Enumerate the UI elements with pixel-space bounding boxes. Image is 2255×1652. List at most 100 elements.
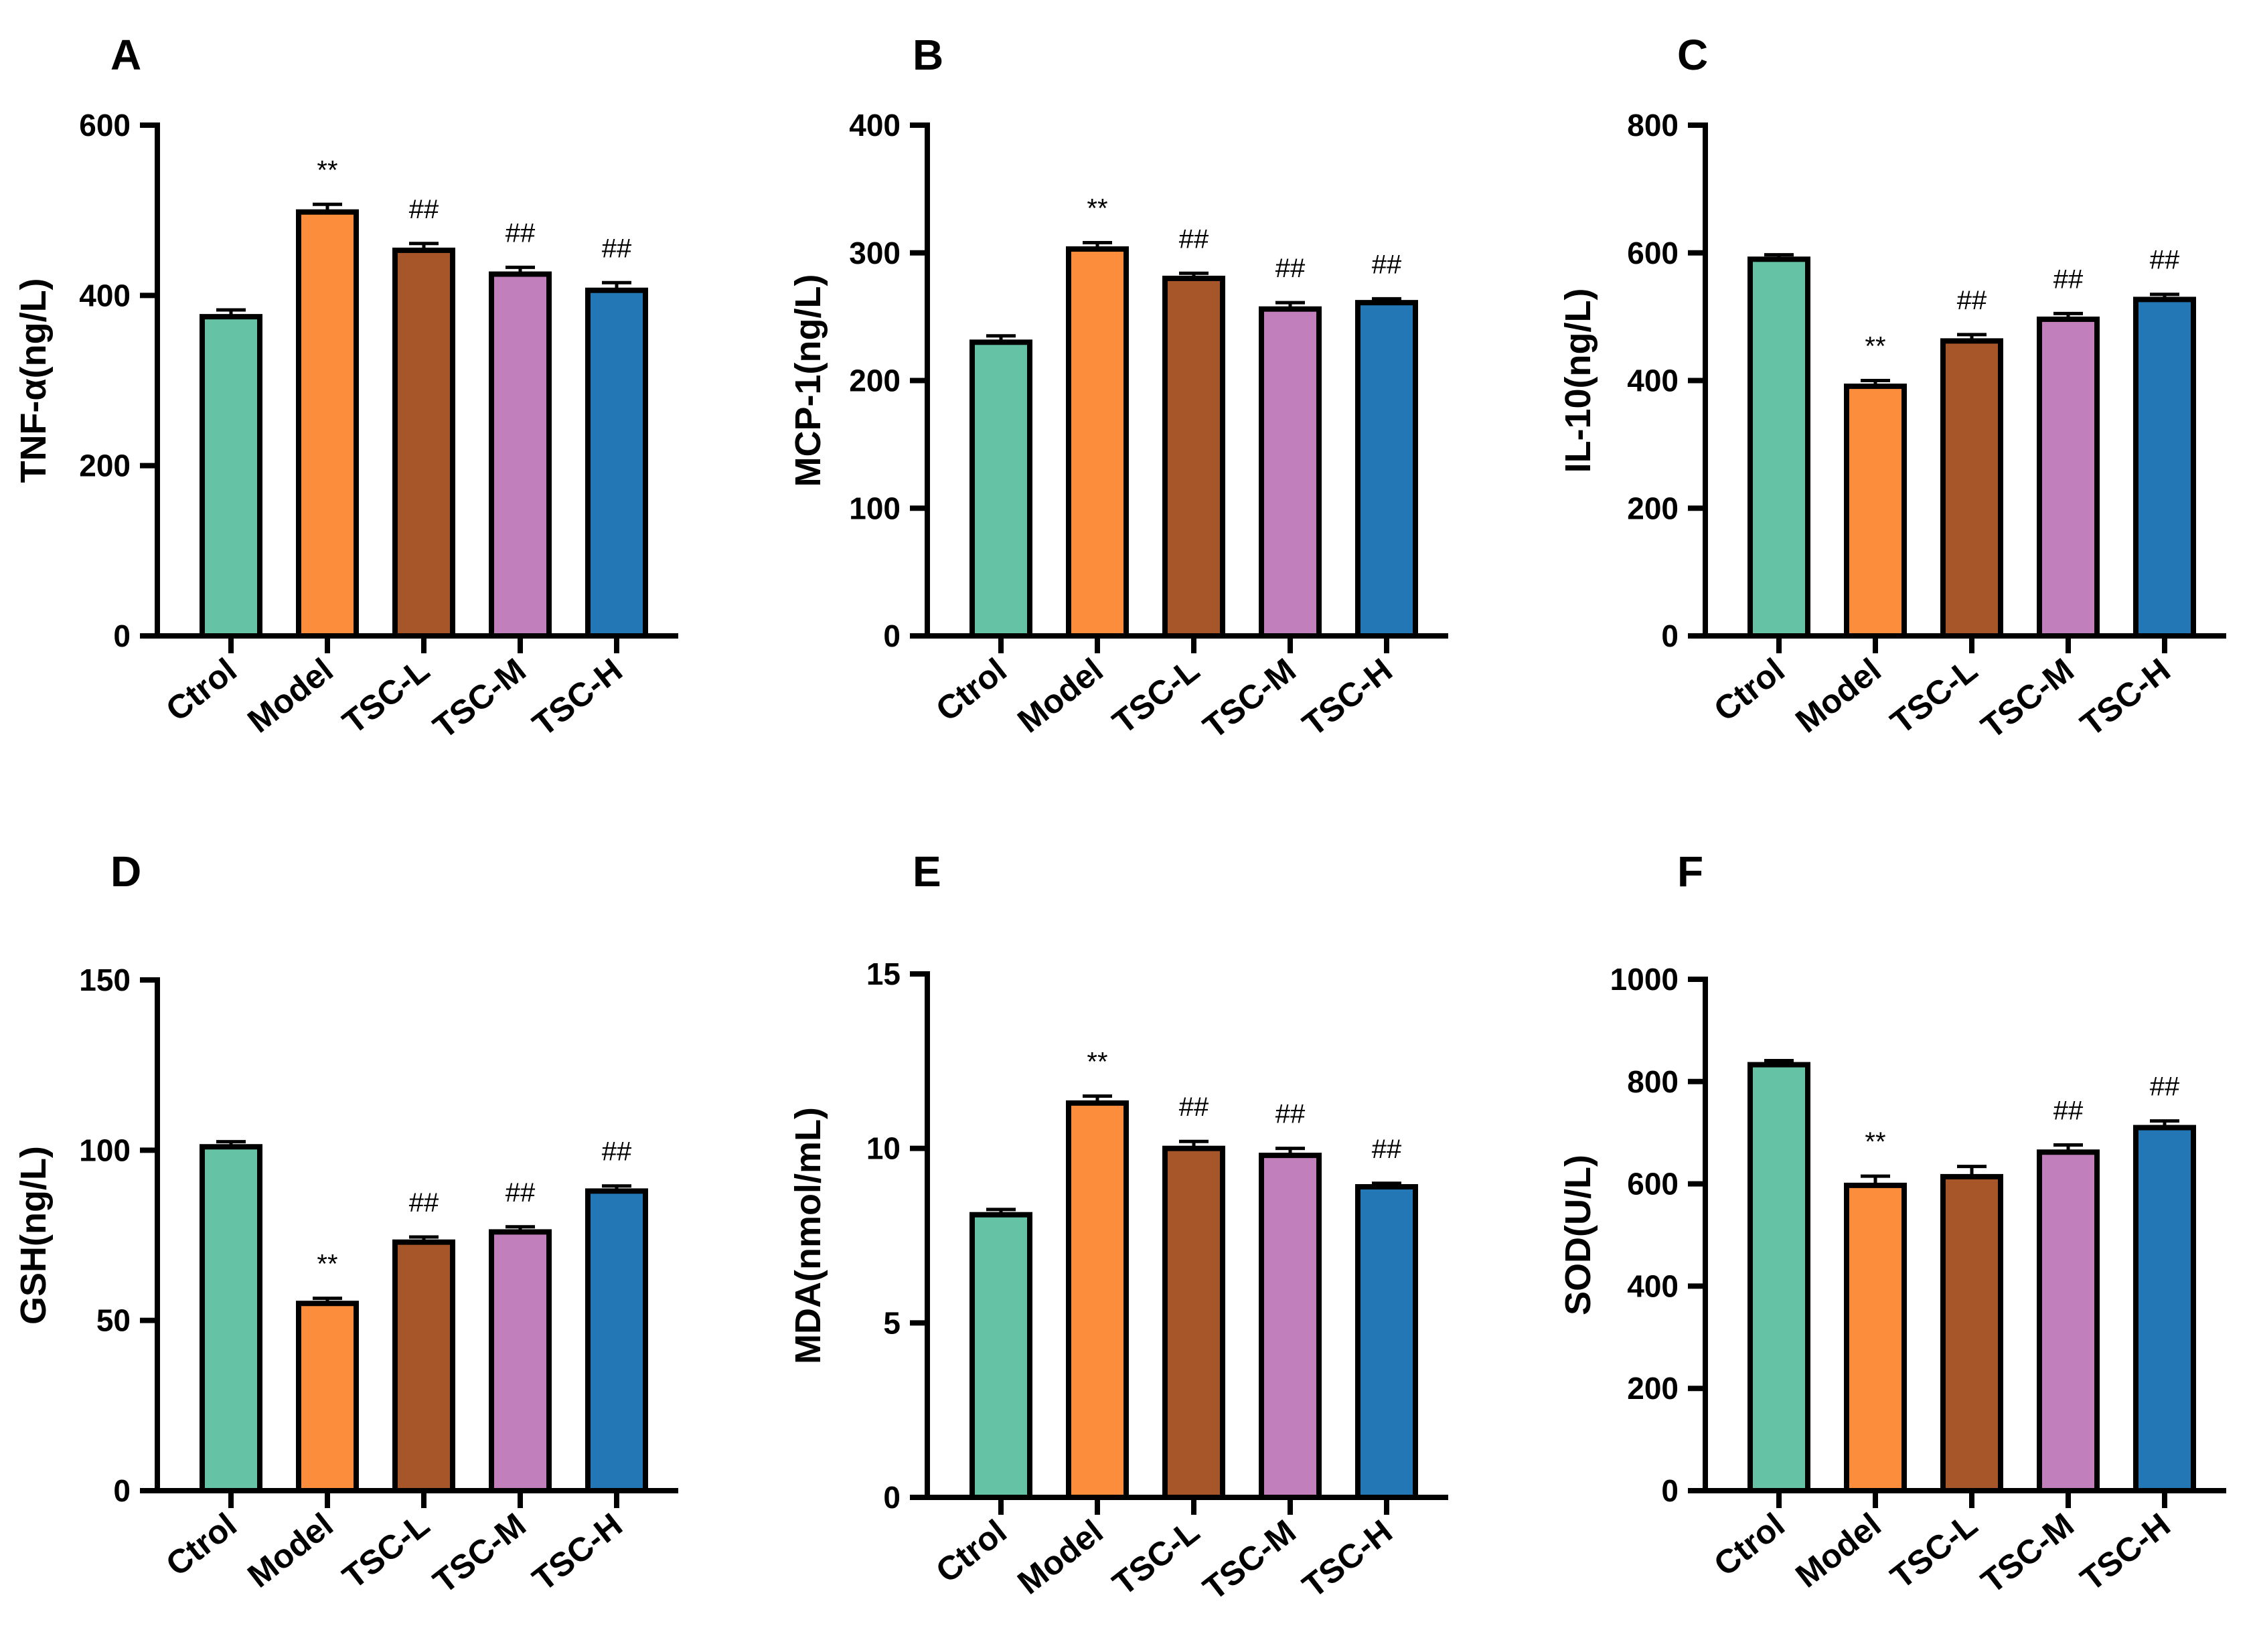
y-tick-label: 0 — [113, 618, 131, 653]
x-category-label: Ctrol — [159, 651, 243, 729]
y-tick-label: 1000 — [1610, 962, 1679, 997]
y-axis-title: SOD(U/L) — [1558, 1155, 1598, 1315]
significance-label: ## — [2150, 246, 2180, 275]
significance-label: ## — [1179, 224, 1209, 254]
bar-tsc-l — [1940, 1173, 2003, 1494]
y-tick-label: 800 — [1627, 1064, 1679, 1099]
bar-tsc-h — [2133, 297, 2196, 639]
x-category-label: TSC-H — [2074, 651, 2177, 744]
panel-letter: C — [1677, 31, 1708, 79]
bar-model — [1844, 1182, 1907, 1493]
bar-tsc-l — [1162, 1145, 1225, 1500]
y-tick-label: 400 — [1627, 363, 1679, 398]
panel-letter: A — [110, 31, 141, 79]
panel-letter: E — [913, 847, 941, 896]
panel-C: C IL-10(ng/L) 0 200 400 600 800 Ctrol ** Model ## T… — [1558, 31, 2226, 746]
y-tick-label: 0 — [1661, 618, 1679, 653]
y-tick-label: 400 — [79, 278, 131, 313]
x-category-label: Model — [1010, 1513, 1109, 1602]
significance-label: ## — [1372, 1135, 1402, 1164]
bar-tsc-m — [2037, 316, 2100, 639]
panel-B: B MCP-1(ng/L) 0 100 200 300 400 Ctrol ** Model ## T… — [788, 31, 1448, 746]
x-category-label: Model — [240, 651, 339, 740]
bar-tsc-l — [1940, 338, 2003, 639]
bar-tsc-h — [2133, 1125, 2196, 1494]
significance-label: ## — [2150, 1072, 2180, 1102]
y-tick-label: 200 — [79, 448, 131, 483]
y-tick-label: 100 — [849, 491, 901, 525]
significance-label: ## — [2053, 1096, 2084, 1126]
x-category-label: TSC-H — [1296, 1513, 1399, 1605]
panel-A: A TNF-α(ng/L) 0 200 400 600 Ctrol ** Model ## TSC-… — [13, 31, 678, 746]
x-category-label: TSC-M — [426, 651, 533, 746]
y-tick-label: 600 — [1627, 1167, 1679, 1202]
bar-tsc-l — [1162, 275, 1225, 639]
y-tick-label: 50 — [96, 1303, 131, 1338]
y-tick-label: 0 — [883, 1480, 901, 1515]
y-axis-title: TNF-α(ng/L) — [13, 278, 54, 483]
significance-label: ** — [1087, 1047, 1107, 1076]
panel-D: D GSH(ng/L) 0 50 100 150 Ctrol ** Model ## TSC-L ##… — [13, 847, 678, 1600]
y-tick-label: 0 — [1661, 1473, 1679, 1508]
significance-label: ## — [1275, 254, 1306, 283]
x-category-label: Ctrol — [1707, 651, 1791, 729]
significance-label: ## — [409, 1188, 439, 1218]
bar-ctrol — [1747, 256, 1810, 639]
bar-tsc-h — [1355, 300, 1418, 639]
x-category-label: Model — [240, 1506, 339, 1595]
bar-model — [296, 1301, 359, 1493]
bar-model — [1844, 384, 1907, 639]
y-tick-label: 600 — [79, 108, 131, 143]
bar-ctrol — [200, 314, 262, 639]
bar-tsc-h — [585, 1188, 648, 1493]
x-category-label: Ctrol — [929, 651, 1013, 729]
significance-label: ## — [602, 1137, 632, 1167]
panel-letter: F — [1677, 847, 1703, 896]
bar-model — [296, 209, 359, 639]
x-category-label: Model — [1010, 651, 1109, 740]
significance-label: ## — [506, 1178, 536, 1208]
significance-label: ** — [317, 1250, 337, 1279]
significance-label: ## — [1372, 250, 1402, 279]
bar-tsc-l — [392, 1239, 455, 1493]
y-tick-label: 100 — [79, 1133, 131, 1167]
bar-ctrol — [200, 1144, 262, 1494]
y-tick-label: 10 — [866, 1131, 901, 1166]
y-axis-title: IL-10(ng/L) — [1558, 288, 1598, 473]
x-category-label: TSC-H — [526, 1506, 629, 1598]
x-category-label: TSC-M — [426, 1506, 533, 1601]
y-axis-title: MCP-1(ng/L) — [788, 274, 828, 487]
x-category-label: TSC-L — [1105, 1513, 1206, 1603]
bar-tsc-m — [2037, 1149, 2100, 1494]
y-tick-label: 200 — [1627, 1371, 1679, 1406]
y-tick-label: 600 — [1627, 236, 1679, 270]
significance-label: ** — [317, 155, 337, 185]
bar-model — [1066, 1100, 1129, 1500]
x-category-label: TSC-M — [1974, 1506, 2081, 1601]
x-category-label: TSC-H — [526, 651, 629, 744]
bar-tsc-l — [392, 247, 455, 639]
significance-label: ## — [409, 195, 439, 224]
significance-label: ** — [1087, 193, 1107, 223]
y-tick-label: 800 — [1627, 108, 1679, 143]
significance-label: ## — [1275, 1100, 1306, 1129]
significance-label: ** — [1865, 332, 1885, 361]
panel-letter: B — [913, 31, 943, 79]
x-category-label: Ctrol — [929, 1513, 1013, 1590]
significance-label: ## — [1179, 1092, 1209, 1122]
y-axis-title: MDA(nmol/mL) — [788, 1107, 828, 1364]
y-axis-title: GSH(ng/L) — [13, 1146, 54, 1325]
y-tick-label: 15 — [866, 957, 901, 991]
bar-model — [1066, 246, 1129, 639]
x-category-label: TSC-H — [1296, 651, 1399, 744]
significance-label: ## — [2053, 264, 2084, 294]
x-category-label: Ctrol — [1707, 1506, 1791, 1584]
bar-tsc-m — [489, 271, 552, 639]
bar-tsc-h — [1355, 1184, 1418, 1500]
y-tick-label: 200 — [1627, 491, 1679, 525]
x-category-label: Model — [1788, 651, 1887, 740]
bar-ctrol — [1747, 1062, 1810, 1493]
x-category-label: TSC-L — [1883, 1506, 1984, 1596]
y-tick-label: 300 — [849, 236, 901, 270]
